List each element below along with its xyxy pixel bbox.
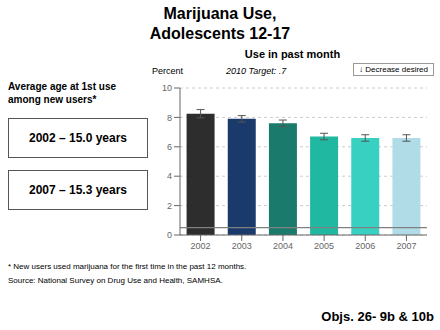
svg-text:2002: 2002: [191, 241, 211, 251]
svg-text:6: 6: [167, 142, 172, 152]
svg-text:2: 2: [167, 201, 172, 211]
svg-text:2004: 2004: [273, 241, 293, 251]
html-text:Source: National Survey on Dru: Source: National Survey on Drug Use and …: [8, 276, 223, 285]
html-text:Percent: Percent: [152, 66, 183, 76]
svg-text:2006: 2006: [355, 241, 375, 251]
html-text:Average age at 1st use: Average age at 1st use: [8, 81, 116, 92]
svg-text:10: 10: [162, 83, 172, 93]
svg-text:4: 4: [167, 171, 172, 181]
svg-text:2005: 2005: [314, 241, 334, 251]
svg-text:0: 0: [167, 230, 172, 240]
html-text:among new users*: among new users*: [8, 94, 97, 105]
html-text:Objs. 26- 9b & 10b: Objs. 26- 9b & 10b: [321, 309, 434, 324]
svg-text:2007: 2007: [396, 241, 416, 251]
svg-text:8: 8: [167, 113, 172, 123]
html-text:Adolescents 12-17: Adolescents 12-17: [149, 25, 291, 42]
svg-text:2003: 2003: [232, 241, 252, 251]
html-text:2007 – 15.3 years: 2007 – 15.3 years: [29, 183, 127, 197]
html-text:↓ Decrease desired: ↓ Decrease desired: [359, 65, 428, 74]
html-text:2002 – 15.0 years: 2002 – 15.0 years: [29, 131, 127, 145]
html-text:2010 Target: .7: 2010 Target: .7: [226, 66, 287, 76]
html-text:Marijuana Use,: Marijuana Use,: [163, 5, 277, 22]
html-text:* New users used marijuana for: * New users used marijuana for the first…: [8, 262, 247, 271]
html-text:Use in past month: Use in past month: [244, 48, 341, 60]
